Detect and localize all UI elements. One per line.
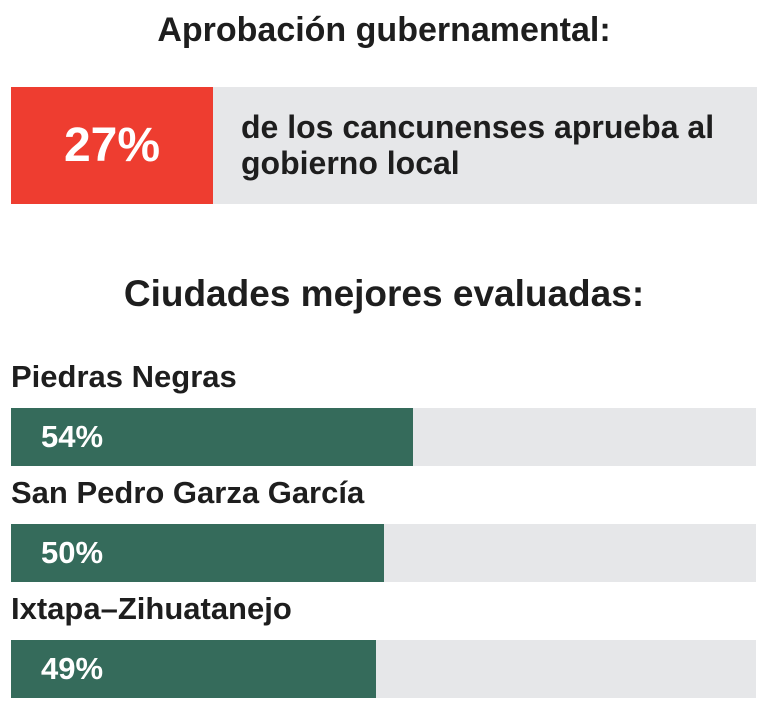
bar-value-label: 54% — [41, 419, 104, 454]
bar-category-label: Ixtapa–Zihuatanejo — [11, 591, 292, 626]
bar — [11, 524, 384, 582]
cities-chart-title: Ciudades mejores evaluadas: — [123, 273, 645, 314]
bar-category-label: Piedras Negras — [11, 359, 237, 394]
bar-value-label: 49% — [41, 651, 104, 686]
bar-track: 50% — [11, 524, 756, 582]
bar — [11, 408, 414, 466]
bar — [11, 640, 377, 698]
approval-fill — [11, 87, 213, 204]
bar-category-label: San Pedro Garza García — [11, 475, 365, 510]
bar-value-label: 50% — [41, 535, 104, 570]
approval-box: 27% de los cancunenses aprueba al gobier… — [11, 87, 757, 204]
bar-track: 54% — [11, 408, 756, 466]
approval-value: 27% — [63, 119, 161, 172]
bar-track: 49% — [11, 640, 756, 698]
approval-description: de los cancunenses aprueba al gobierno l… — [241, 109, 715, 181]
approval-title: Aprobación gubernamental: — [157, 11, 611, 49]
